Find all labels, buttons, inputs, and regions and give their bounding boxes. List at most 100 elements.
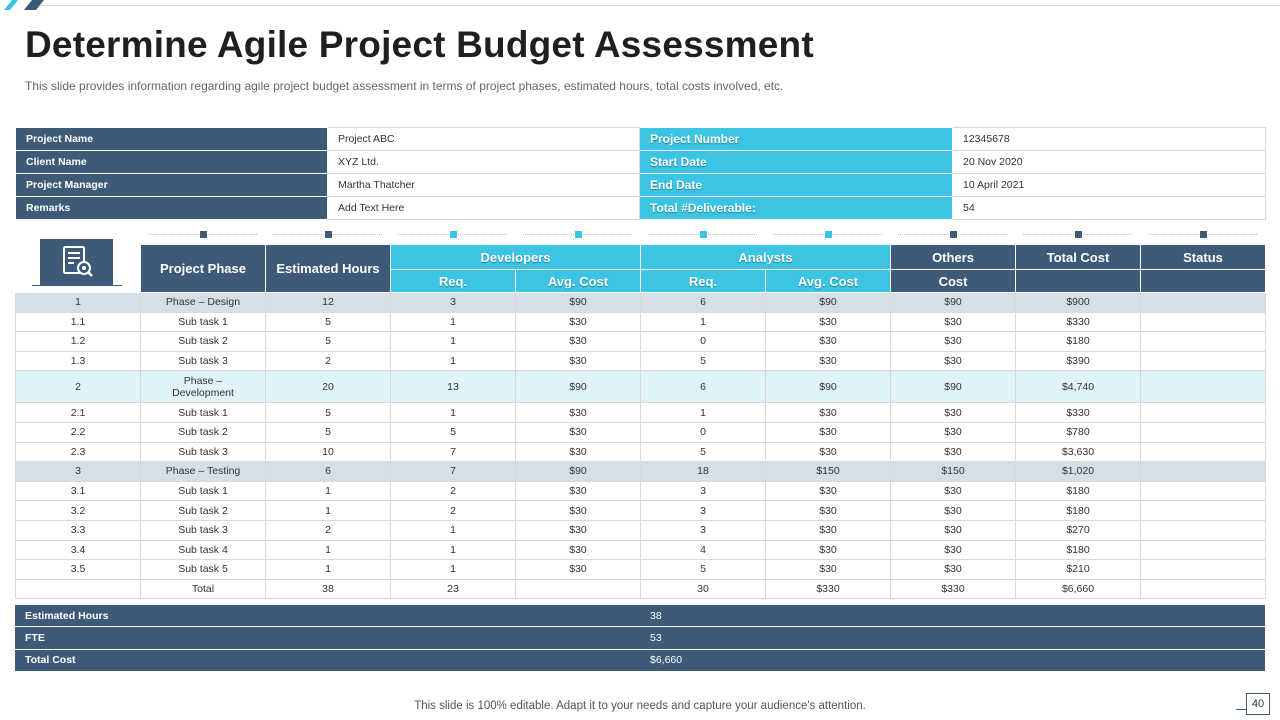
an-req-cell[interactable]: 0 xyxy=(640,421,766,443)
total-cost-cell[interactable]: $180 xyxy=(1015,539,1142,561)
an-req-cell[interactable]: 18 xyxy=(640,461,766,482)
info-value[interactable]: 10 April 2021 xyxy=(952,173,1266,197)
phase-cell[interactable]: Sub task 1 xyxy=(140,402,266,423)
dev-avg-cost-cell[interactable]: $30 xyxy=(515,559,641,580)
an-req-cell[interactable]: 1 xyxy=(640,311,766,333)
row-id-cell[interactable]: 1 xyxy=(15,292,141,313)
an-avg-cost-cell[interactable]: $30 xyxy=(764,350,892,372)
dev-avg-cost-cell[interactable]: $30 xyxy=(515,519,641,541)
others-cost-cell[interactable]: $90 xyxy=(890,292,1017,313)
others-cost-cell[interactable]: $30 xyxy=(890,402,1017,423)
row-id-cell[interactable]: 1.2 xyxy=(15,331,141,352)
info-value[interactable]: XYZ Ltd. xyxy=(327,150,640,174)
info-value[interactable]: 54 xyxy=(952,196,1266,220)
hours-cell[interactable]: 12 xyxy=(265,292,391,313)
info-value[interactable]: 12345678 xyxy=(952,127,1266,151)
dev-avg-cost-cell[interactable]: $30 xyxy=(515,421,641,443)
an-avg-cost-cell[interactable]: $90 xyxy=(764,292,892,313)
total-cost-cell[interactable]: $900 xyxy=(1015,292,1142,313)
an-req-cell[interactable]: 3 xyxy=(640,480,766,502)
total-cost-cell[interactable]: $390 xyxy=(1015,350,1142,372)
hours-cell[interactable]: 5 xyxy=(265,421,391,443)
dev-avg-cost-cell[interactable]: $30 xyxy=(515,441,641,463)
phase-cell[interactable]: Sub task 2 xyxy=(140,331,266,352)
dev-avg-cost-cell[interactable]: $90 xyxy=(515,370,641,404)
total-cost-cell[interactable]: $210 xyxy=(1015,559,1142,580)
summary-value[interactable]: $6,660 xyxy=(640,648,1265,672)
dev-req-cell[interactable]: 1 xyxy=(390,559,516,580)
phase-cell[interactable]: Sub task 2 xyxy=(140,421,266,443)
row-id-cell[interactable] xyxy=(15,578,141,600)
dev-avg-cost-cell[interactable]: $90 xyxy=(515,461,641,482)
row-id-cell[interactable]: 2.3 xyxy=(15,441,141,463)
info-value[interactable]: Add Text Here xyxy=(327,196,640,220)
hours-cell[interactable]: 10 xyxy=(265,441,391,463)
phase-cell[interactable]: Sub task 3 xyxy=(140,441,266,463)
dev-req-cell[interactable]: 2 xyxy=(390,480,516,502)
dev-req-cell[interactable]: 7 xyxy=(390,461,516,482)
hours-cell[interactable]: 5 xyxy=(265,402,391,423)
others-cost-cell[interactable]: $30 xyxy=(890,559,1017,580)
total-cost-cell[interactable]: $180 xyxy=(1015,480,1142,502)
summary-value[interactable]: 38 xyxy=(640,603,1265,628)
hours-cell[interactable]: 1 xyxy=(265,539,391,561)
dev-req-cell[interactable]: 3 xyxy=(390,292,516,313)
an-avg-cost-cell[interactable]: $30 xyxy=(764,441,892,463)
others-cost-cell[interactable]: $30 xyxy=(890,539,1017,561)
status-cell[interactable] xyxy=(1140,402,1267,423)
others-cost-cell[interactable]: $30 xyxy=(890,350,1017,372)
phase-cell[interactable]: Sub task 2 xyxy=(140,500,266,521)
an-avg-cost-cell[interactable]: $30 xyxy=(764,559,892,580)
status-cell[interactable] xyxy=(1140,559,1267,580)
dev-req-cell[interactable]: 13 xyxy=(390,370,516,404)
dev-avg-cost-cell[interactable] xyxy=(515,578,641,600)
hours-cell[interactable]: 5 xyxy=(265,311,391,333)
info-value[interactable]: 20 Nov 2020 xyxy=(952,150,1266,174)
dev-req-cell[interactable]: 1 xyxy=(390,519,516,541)
row-id-cell[interactable]: 2.1 xyxy=(15,402,141,423)
row-id-cell[interactable]: 3.2 xyxy=(15,500,141,521)
info-value[interactable]: Project ABC xyxy=(327,127,640,151)
an-req-cell[interactable]: 5 xyxy=(640,559,766,580)
total-cost-cell[interactable]: $270 xyxy=(1015,519,1142,541)
an-req-cell[interactable]: 3 xyxy=(640,519,766,541)
others-cost-cell[interactable]: $30 xyxy=(890,311,1017,333)
hours-cell[interactable]: 1 xyxy=(265,559,391,580)
hours-cell[interactable]: 5 xyxy=(265,331,391,352)
hours-cell[interactable]: 20 xyxy=(265,370,391,404)
info-value[interactable]: Martha Thatcher xyxy=(327,173,640,197)
dev-req-cell[interactable]: 1 xyxy=(390,539,516,561)
dev-req-cell[interactable]: 1 xyxy=(390,350,516,372)
summary-value[interactable]: 53 xyxy=(640,626,1265,650)
an-req-cell[interactable]: 5 xyxy=(640,350,766,372)
status-cell[interactable] xyxy=(1140,500,1267,521)
phase-cell[interactable]: Sub task 1 xyxy=(140,480,266,502)
phase-cell[interactable]: Sub task 5 xyxy=(140,559,266,580)
an-req-cell[interactable]: 5 xyxy=(640,441,766,463)
status-cell[interactable] xyxy=(1140,292,1267,313)
dev-avg-cost-cell[interactable]: $30 xyxy=(515,480,641,502)
others-cost-cell[interactable]: $30 xyxy=(890,519,1017,541)
hours-cell[interactable]: 2 xyxy=(265,519,391,541)
row-id-cell[interactable]: 3.5 xyxy=(15,559,141,580)
an-avg-cost-cell[interactable]: $30 xyxy=(764,539,892,561)
phase-cell[interactable]: Sub task 1 xyxy=(140,311,266,333)
status-cell[interactable] xyxy=(1140,311,1267,333)
phase-cell[interactable]: Sub task 3 xyxy=(140,519,266,541)
total-cost-cell[interactable]: $4,740 xyxy=(1015,370,1142,404)
total-cost-cell[interactable]: $180 xyxy=(1015,331,1142,352)
an-req-cell[interactable]: 0 xyxy=(640,331,766,352)
an-req-cell[interactable]: 1 xyxy=(640,402,766,423)
status-cell[interactable] xyxy=(1140,519,1267,541)
an-avg-cost-cell[interactable]: $30 xyxy=(764,331,892,352)
dev-req-cell[interactable]: 5 xyxy=(390,421,516,443)
dev-avg-cost-cell[interactable]: $30 xyxy=(515,331,641,352)
status-cell[interactable] xyxy=(1140,331,1267,352)
dev-avg-cost-cell[interactable]: $30 xyxy=(515,311,641,333)
an-avg-cost-cell[interactable]: $30 xyxy=(764,500,892,521)
dev-req-cell[interactable]: 23 xyxy=(390,578,516,600)
an-req-cell[interactable]: 6 xyxy=(640,370,766,404)
row-id-cell[interactable]: 3.4 xyxy=(15,539,141,561)
an-avg-cost-cell[interactable]: $30 xyxy=(764,421,892,443)
hours-cell[interactable]: 6 xyxy=(265,461,391,482)
